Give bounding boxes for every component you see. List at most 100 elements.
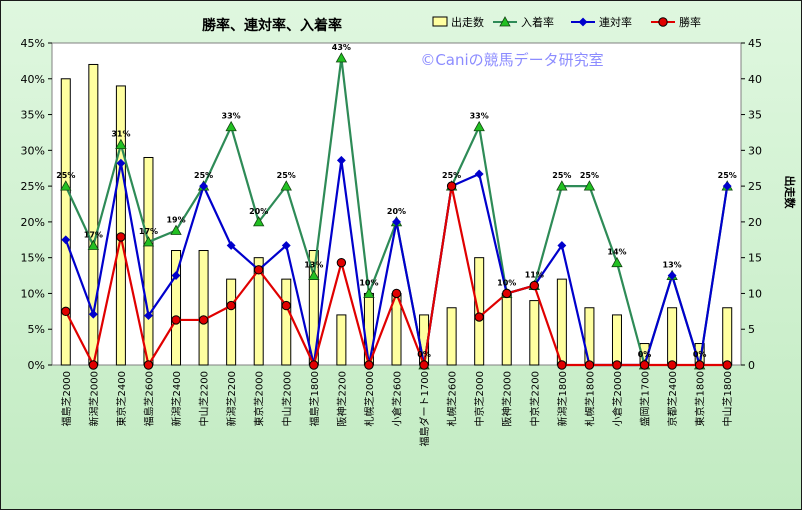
data-label: 13%: [304, 261, 323, 270]
marker-circle: [116, 232, 126, 242]
left-tick-label: 10%: [21, 287, 45, 300]
category-label: 福島芝1800: [308, 371, 321, 426]
marker-triangle: [556, 180, 568, 191]
category-label: 京都芝2400: [666, 371, 679, 426]
marker-triangle: [115, 138, 127, 150]
marker-diamond: [578, 17, 588, 27]
right-axis-label: 出走数: [783, 176, 797, 210]
data-label: 20%: [387, 207, 406, 216]
right-tick-label: 10: [748, 287, 762, 300]
data-label: 0%: [638, 350, 652, 359]
category-label: 新潟芝2200: [225, 371, 238, 426]
marker-circle: [364, 360, 374, 370]
bar-runs: [611, 314, 622, 366]
marker-circle: [281, 300, 291, 311]
marker-diamond: [281, 241, 291, 250]
category-label: 新潟芝2400: [170, 371, 183, 426]
bar-runs: [556, 278, 567, 366]
right-tick-label: 40: [748, 73, 762, 86]
right-tick-label: 45: [748, 37, 762, 50]
bar-runs: [667, 307, 678, 366]
data-label: 20%: [249, 207, 268, 216]
category-label: 東京芝2000: [253, 371, 266, 426]
left-tick-label: 0%: [28, 359, 45, 372]
category-label: 中京芝2000: [473, 371, 486, 426]
marker-diamond: [144, 311, 153, 321]
marker-circle: [171, 315, 181, 325]
marker-circle: [336, 257, 347, 268]
bar-runs: [501, 292, 512, 366]
bar-runs: [281, 278, 292, 366]
legend-label: 出走数: [451, 15, 484, 29]
category-label: 中山芝2000: [280, 371, 293, 426]
right-tick-label: 25: [748, 180, 762, 193]
data-label: 13%: [663, 261, 682, 270]
marker-triangle: [280, 180, 292, 191]
marker-circle: [198, 315, 209, 325]
bar-runs: [336, 314, 347, 366]
marker-circle: [502, 288, 512, 299]
marker-triangle: [308, 269, 320, 280]
legend-label: 入着率: [521, 15, 554, 29]
marker-triangle: [583, 180, 596, 191]
data-label: 33%: [222, 112, 241, 121]
category-label: 中山芝2200: [198, 371, 211, 426]
left-tick-label: 40%: [21, 73, 45, 86]
category-label: 阪神芝2200: [335, 371, 348, 426]
legend: 出走数 入着率 連対率 勝率: [432, 15, 701, 29]
marker-triangle: [335, 52, 348, 63]
bar-runs: [253, 257, 264, 366]
marker-circle: [694, 360, 705, 370]
marker-circle: [529, 280, 539, 291]
marker-circle: [226, 300, 236, 311]
marker-circle: [722, 360, 732, 370]
marker-circle: [143, 360, 154, 370]
left-tick-label: 15%: [21, 252, 45, 265]
marker-circle: [88, 360, 99, 370]
data-label: 25%: [194, 171, 213, 180]
marker-circle: [474, 312, 484, 322]
data-label: 0%: [693, 350, 707, 359]
chart-title: 勝率、連対率、入着率: [202, 17, 342, 34]
marker-circle: [309, 360, 319, 370]
left-tick-label: 45%: [21, 37, 45, 50]
bar-runs: [115, 85, 126, 366]
right-tick-label: 5: [748, 323, 755, 336]
right-tick-label: 0: [748, 359, 755, 372]
marker-triangle: [225, 120, 237, 132]
marker-circle: [391, 288, 402, 299]
marker-circle: [61, 306, 71, 317]
bar-runs: [584, 307, 595, 366]
bar-runs: [198, 250, 209, 366]
left-tick-label: 25%: [21, 180, 45, 193]
left-tick-label: 30%: [21, 144, 45, 157]
marker-diamond: [557, 241, 567, 250]
data-label: 0%: [417, 350, 431, 359]
category-label: 中京芝2200: [528, 371, 541, 426]
marker-diamond: [392, 217, 401, 227]
category-label: 小倉芝2600: [391, 371, 404, 426]
right-tick-label: 20: [748, 216, 762, 229]
marker-diamond: [336, 155, 346, 165]
bar-runs: [88, 63, 99, 366]
bar-runs: [171, 250, 182, 366]
marker-circle: [658, 17, 668, 27]
marker-diamond: [199, 181, 209, 191]
left-tick-label: 5%: [28, 323, 45, 336]
marker-triangle: [142, 236, 155, 247]
data-label: 14%: [607, 248, 626, 257]
marker-diamond: [667, 271, 677, 280]
marker-diamond: [474, 169, 484, 179]
bar-runs: [143, 156, 154, 366]
marker-diamond: [722, 181, 732, 191]
data-label: 31%: [111, 130, 130, 139]
category-label: 札幌芝1800: [583, 371, 596, 426]
marker-circle: [584, 360, 595, 370]
right-tick-label: 35: [748, 109, 762, 122]
right-tick-label: 30: [748, 144, 762, 157]
marker-circle: [612, 360, 622, 370]
data-label: 10%: [359, 278, 378, 287]
right-tick-label: 15: [748, 252, 762, 265]
marker-triangle: [253, 216, 265, 227]
